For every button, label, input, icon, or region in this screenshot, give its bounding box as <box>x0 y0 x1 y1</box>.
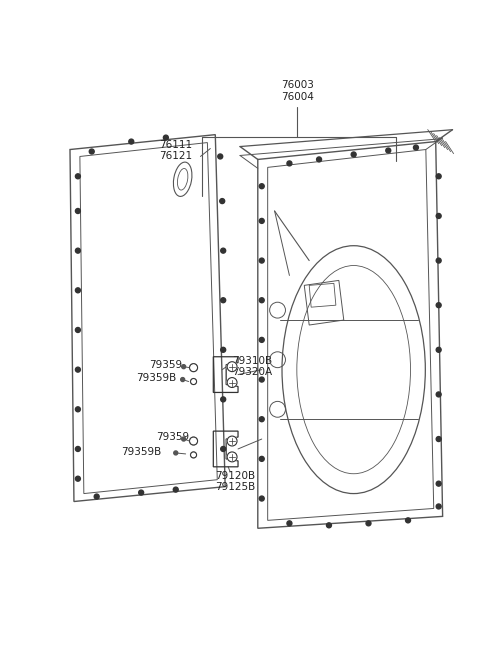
Circle shape <box>436 214 441 218</box>
Circle shape <box>436 392 441 397</box>
Circle shape <box>227 377 237 388</box>
Circle shape <box>287 521 292 526</box>
Circle shape <box>191 379 196 384</box>
Circle shape <box>190 364 197 371</box>
Circle shape <box>259 457 264 461</box>
Circle shape <box>173 487 178 492</box>
Circle shape <box>75 208 80 214</box>
Circle shape <box>192 453 195 457</box>
Text: 79359B: 79359B <box>121 447 162 457</box>
Circle shape <box>218 154 223 159</box>
Circle shape <box>190 437 197 445</box>
Circle shape <box>221 298 226 303</box>
Circle shape <box>259 298 264 303</box>
Circle shape <box>227 436 237 446</box>
Circle shape <box>182 365 186 369</box>
Circle shape <box>227 362 237 371</box>
Circle shape <box>180 377 185 382</box>
Text: 79359: 79359 <box>156 432 189 442</box>
Circle shape <box>139 490 144 495</box>
Circle shape <box>221 347 226 352</box>
Text: 79359: 79359 <box>149 360 182 369</box>
Circle shape <box>75 407 80 412</box>
Circle shape <box>221 397 226 402</box>
Circle shape <box>436 437 441 441</box>
Circle shape <box>436 481 441 486</box>
Circle shape <box>287 161 292 166</box>
Circle shape <box>326 523 331 528</box>
Circle shape <box>436 174 441 179</box>
Circle shape <box>386 148 391 153</box>
Circle shape <box>89 149 94 154</box>
Circle shape <box>192 379 195 384</box>
Circle shape <box>75 476 80 481</box>
Circle shape <box>191 452 196 458</box>
Circle shape <box>259 258 264 263</box>
Circle shape <box>75 328 80 333</box>
Circle shape <box>174 451 178 455</box>
Circle shape <box>317 157 322 162</box>
Circle shape <box>259 417 264 422</box>
Circle shape <box>436 258 441 263</box>
Circle shape <box>129 139 134 144</box>
Circle shape <box>413 145 419 150</box>
Text: 79120B
79125B: 79120B 79125B <box>216 471 255 493</box>
Circle shape <box>259 377 264 382</box>
Circle shape <box>351 152 356 157</box>
Text: 76003
76004: 76003 76004 <box>281 81 314 102</box>
Circle shape <box>75 248 80 253</box>
Circle shape <box>436 303 441 308</box>
Circle shape <box>259 218 264 223</box>
Text: 76111
76121: 76111 76121 <box>159 140 192 161</box>
Circle shape <box>406 518 410 523</box>
Circle shape <box>75 288 80 293</box>
Circle shape <box>366 521 371 526</box>
Circle shape <box>259 496 264 501</box>
Circle shape <box>436 504 441 509</box>
Circle shape <box>75 367 80 372</box>
Circle shape <box>220 198 225 204</box>
Circle shape <box>191 365 196 371</box>
Circle shape <box>259 184 264 189</box>
Circle shape <box>221 248 226 253</box>
Circle shape <box>436 347 441 352</box>
Circle shape <box>94 494 99 499</box>
Circle shape <box>75 174 80 179</box>
Circle shape <box>163 135 168 140</box>
Circle shape <box>259 337 264 343</box>
Text: 79310B
79320A: 79310B 79320A <box>232 356 272 377</box>
Circle shape <box>191 438 196 444</box>
Circle shape <box>227 452 237 462</box>
Circle shape <box>221 447 226 451</box>
Text: 79359B: 79359B <box>136 373 177 383</box>
Circle shape <box>182 437 186 441</box>
Circle shape <box>75 447 80 451</box>
